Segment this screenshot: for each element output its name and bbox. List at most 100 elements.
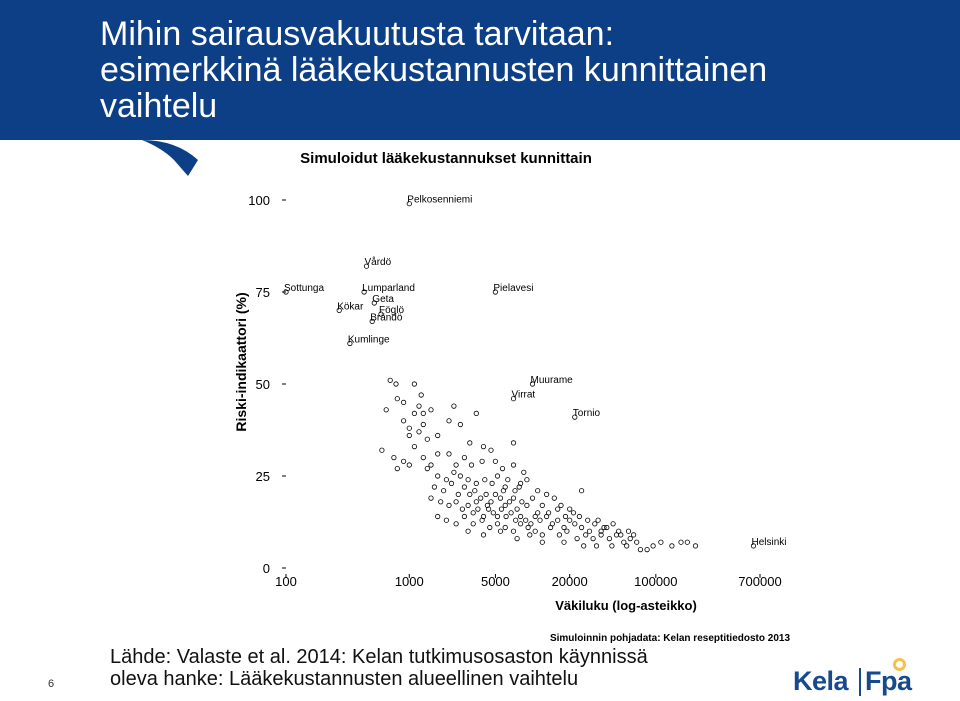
data-point	[494, 473, 501, 479]
header-rect	[0, 0, 960, 140]
data-point	[492, 458, 498, 464]
data-point	[400, 458, 407, 464]
data-point	[431, 484, 437, 490]
data-point	[453, 521, 459, 527]
data-point	[551, 495, 557, 501]
data-point	[595, 517, 601, 523]
point-label: Virrat	[512, 390, 536, 401]
page-number: 6	[48, 678, 55, 690]
labeled-point	[369, 318, 375, 324]
data-point	[443, 517, 449, 523]
data-point	[494, 513, 501, 520]
labeled-point	[572, 414, 578, 420]
data-point	[510, 528, 517, 534]
data-point	[497, 528, 504, 534]
data-point	[585, 517, 591, 523]
data-point	[420, 421, 426, 428]
data-point	[506, 499, 513, 505]
chart-title: Simuloidut lääkekustannukset kunnittain	[300, 150, 592, 167]
y-tick-label: 100	[248, 193, 270, 208]
slide-title: Mihin sairausvakuutusta tarvitaan: esime…	[100, 16, 940, 124]
data-point	[443, 477, 449, 483]
data-point	[406, 425, 412, 431]
data-point	[535, 510, 541, 516]
y-tick-label: 0	[263, 561, 270, 576]
data-point	[572, 521, 578, 527]
data-point	[393, 381, 399, 387]
data-point	[400, 418, 407, 424]
data-point	[498, 506, 505, 512]
data-point	[627, 535, 633, 542]
data-point	[570, 510, 577, 516]
point-label: Brändö	[370, 312, 403, 323]
labeled-point	[283, 289, 289, 295]
data-point	[562, 513, 569, 520]
data-point	[473, 410, 479, 416]
data-point	[669, 543, 675, 549]
labeled-point	[371, 300, 377, 306]
data-point	[492, 491, 498, 497]
point-label: Kumlinge	[348, 335, 390, 346]
data-point	[428, 407, 434, 413]
data-point	[465, 502, 471, 508]
data-point	[487, 524, 493, 531]
data-point	[539, 502, 545, 508]
data-point	[428, 495, 434, 501]
data-point	[510, 495, 517, 501]
data-point	[576, 513, 583, 520]
data-point	[510, 440, 517, 446]
labeled-point	[529, 381, 536, 387]
data-point	[684, 539, 690, 545]
data-point	[478, 495, 484, 501]
data-point	[543, 491, 550, 497]
data-point	[537, 517, 543, 523]
data-point	[438, 499, 444, 505]
title-line-1: Mihin sairausvakuutusta tarvitaan:	[100, 15, 615, 53]
data-point	[446, 418, 452, 424]
data-point	[637, 546, 644, 553]
data-point	[406, 432, 412, 439]
data-point	[503, 513, 509, 520]
data-point	[468, 462, 475, 468]
data-point	[502, 502, 508, 508]
data-point	[490, 510, 496, 516]
point-label: Pielavesi	[493, 283, 533, 294]
data-point	[516, 484, 522, 490]
data-point	[418, 392, 424, 398]
data-point	[514, 506, 520, 512]
data-point	[406, 462, 412, 468]
data-point	[625, 528, 632, 534]
data-point	[539, 532, 545, 538]
data-point	[420, 454, 426, 461]
data-point	[621, 539, 627, 545]
data-point	[539, 539, 545, 545]
y-tick-label: 75	[256, 285, 270, 300]
data-point	[435, 451, 441, 457]
data-point	[634, 539, 640, 545]
data-point	[593, 543, 600, 549]
data-point	[394, 465, 400, 472]
data-point	[451, 403, 457, 409]
data-point	[484, 502, 490, 508]
data-point	[578, 524, 585, 531]
data-point	[428, 462, 434, 468]
data-point	[529, 495, 536, 501]
data-point	[510, 462, 517, 468]
data-point	[461, 454, 467, 461]
data-point	[517, 521, 524, 527]
x-tick-label: 20000	[552, 574, 588, 589]
labeled-point	[378, 311, 384, 317]
data-point	[610, 521, 616, 527]
labeled-point	[361, 289, 367, 295]
data-point	[424, 436, 430, 442]
data-point	[488, 447, 494, 453]
data-point	[513, 517, 519, 523]
data-point	[500, 488, 506, 494]
data-point	[535, 488, 541, 494]
data-point	[435, 473, 441, 479]
data-point	[416, 403, 422, 409]
data-point	[556, 532, 563, 538]
x-tick-label: 1000	[395, 574, 424, 589]
points-group	[379, 377, 699, 553]
data-point	[586, 528, 593, 534]
